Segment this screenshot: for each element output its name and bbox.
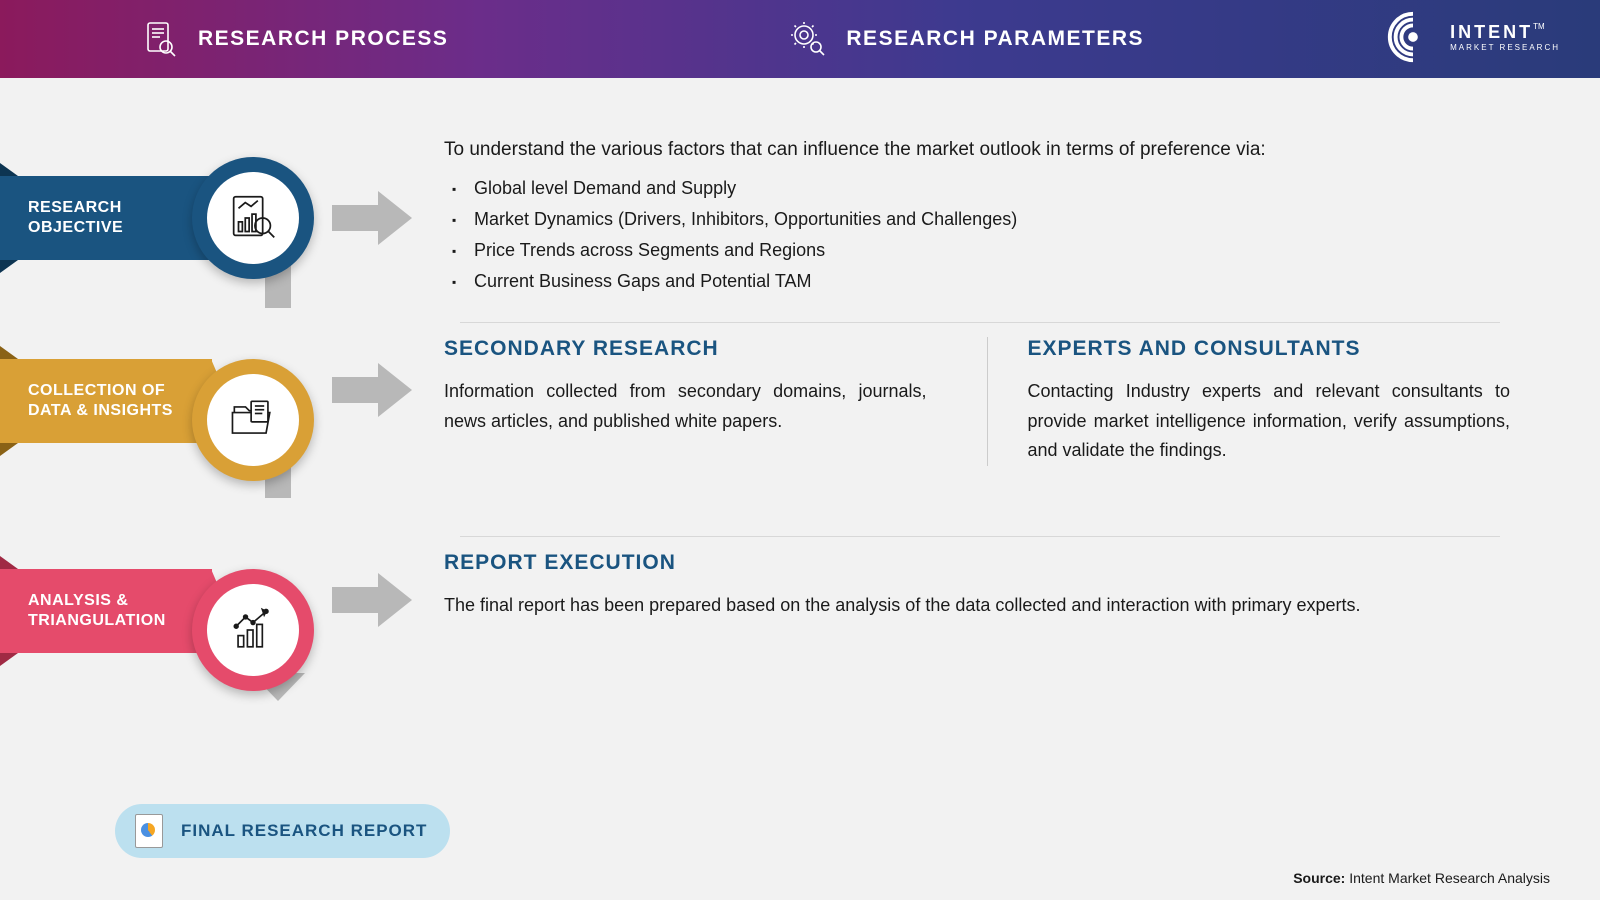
right-arrow-icon	[332, 569, 414, 631]
section-text: The final report has been prepared based…	[444, 591, 1530, 621]
header-left: RESEARCH PROCESS	[140, 19, 448, 59]
header-bar: RESEARCH PROCESS RESEARCH PARAMETERS INT…	[0, 0, 1600, 78]
step-research-objective: RESEARCH OBJECTIVE To understa	[0, 108, 1550, 308]
list-item: Market Dynamics (Drivers, Inhibitors, Op…	[474, 204, 1530, 235]
document-search-icon	[140, 19, 180, 59]
horizontal-divider	[460, 322, 1500, 323]
notch-decoration	[0, 346, 18, 359]
report-document-icon	[135, 814, 163, 848]
step-circle	[192, 359, 314, 481]
step-data-collection: COLLECTION OF DATA & INSIGHTS	[0, 337, 1550, 522]
column-title: SECONDARY RESEARCH	[444, 337, 927, 361]
source-label: Source:	[1293, 870, 1345, 886]
step-description: To understand the various factors that c…	[414, 139, 1550, 297]
source-text: Intent Market Research Analysis	[1349, 870, 1550, 886]
step-analysis-triangulation: ANALYSIS & TRIANGULATION	[0, 551, 1550, 711]
list-item: Current Business Gaps and Potential TAM	[474, 266, 1530, 297]
notch-decoration	[0, 443, 18, 456]
header-right: RESEARCH PARAMETERS	[788, 19, 1144, 59]
right-arrow-icon	[332, 187, 414, 249]
description-list: Global level Demand and Supply Market Dy…	[444, 173, 1530, 297]
step-label: COLLECTION OF DATA & INSIGHTS	[0, 359, 212, 443]
logo-subtitle: MARKET RESEARCH	[1450, 43, 1560, 52]
folder-file-icon	[225, 392, 281, 448]
step-circle	[192, 157, 314, 279]
step-label: RESEARCH OBJECTIVE	[0, 176, 212, 260]
logo-tm: TM	[1533, 22, 1545, 31]
column-secondary-research: SECONDARY RESEARCH Information collected…	[444, 337, 947, 466]
column-text: Contacting Industry experts and relevant…	[1028, 377, 1511, 466]
column-title: EXPERTS AND CONSULTANTS	[1028, 337, 1511, 361]
header-left-title: RESEARCH PROCESS	[198, 27, 448, 51]
brand-logo: INTENTTM MARKET RESEARCH	[1384, 8, 1560, 66]
step-label-text: COLLECTION OF DATA & INSIGHTS	[28, 381, 202, 421]
column-experts-consultants: EXPERTS AND CONSULTANTS Contacting Indus…	[987, 337, 1531, 466]
notch-decoration	[0, 260, 18, 273]
logo-name: INTENT	[1450, 22, 1533, 42]
section-title: REPORT EXECUTION	[444, 551, 1530, 575]
final-report-pill: FINAL RESEARCH REPORT	[115, 804, 450, 858]
step-label-text: ANALYSIS & TRIANGULATION	[28, 591, 202, 631]
final-report-label: FINAL RESEARCH REPORT	[181, 821, 427, 841]
header-right-title: RESEARCH PARAMETERS	[846, 27, 1144, 51]
notch-decoration	[0, 163, 18, 176]
content-area: RESEARCH OBJECTIVE To understa	[0, 78, 1600, 900]
gear-search-icon	[788, 19, 828, 59]
description-intro: To understand the various factors that c…	[444, 139, 1530, 161]
notch-decoration	[0, 653, 18, 666]
right-arrow-icon	[332, 359, 414, 421]
source-attribution: Source: Intent Market Research Analysis	[1293, 870, 1550, 886]
logo-arc-icon	[1384, 8, 1442, 66]
step-circle	[192, 569, 314, 691]
notch-decoration	[0, 556, 18, 569]
column-text: Information collected from secondary dom…	[444, 377, 927, 436]
step-label-text: RESEARCH OBJECTIVE	[28, 198, 202, 238]
list-item: Price Trends across Segments and Regions	[474, 235, 1530, 266]
report-magnify-icon	[224, 189, 282, 247]
step-description: SECONDARY RESEARCH Information collected…	[414, 337, 1550, 466]
list-item: Global level Demand and Supply	[474, 173, 1530, 204]
step-label: ANALYSIS & TRIANGULATION	[0, 569, 212, 653]
step-description: REPORT EXECUTION The final report has be…	[414, 551, 1550, 621]
chart-line-icon	[225, 602, 281, 658]
horizontal-divider	[460, 536, 1500, 537]
